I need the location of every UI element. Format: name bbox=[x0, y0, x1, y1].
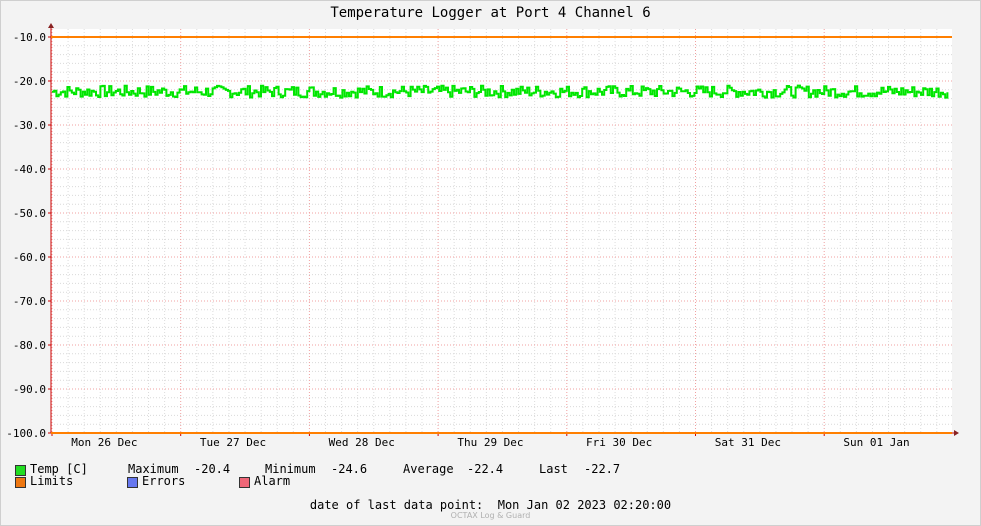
y-tick-label: -80.0 bbox=[13, 339, 46, 352]
y-tick-label: -50.0 bbox=[13, 207, 46, 220]
x-tick-label: Wed 28 Dec bbox=[329, 436, 395, 449]
average-value: -22.4 bbox=[467, 462, 504, 476]
y-tick-label: -20.0 bbox=[13, 75, 46, 88]
minimum-value: -24.6 bbox=[331, 462, 368, 476]
x-tick-label: Fri 30 Dec bbox=[586, 436, 652, 449]
x-tick-label: Sun 01 Jan bbox=[843, 436, 909, 449]
maximum-value: -20.4 bbox=[194, 462, 231, 476]
y-tick-label: -60.0 bbox=[13, 251, 46, 264]
maximum-label: Maximum bbox=[128, 462, 179, 476]
limits-legend-label: Limits bbox=[30, 474, 74, 488]
last-data-point-label: date of last data point: bbox=[309, 498, 484, 512]
x-tick-label: Mon 26 Dec bbox=[71, 436, 137, 449]
x-tick-label: Tue 27 Dec bbox=[200, 436, 266, 449]
alarm-legend-label: Alarm bbox=[254, 474, 291, 488]
alarm-legend-swatch bbox=[239, 477, 250, 488]
minimum-label: Minimum bbox=[265, 462, 316, 476]
errors-legend-swatch bbox=[127, 477, 138, 488]
y-tick-label: -40.0 bbox=[13, 163, 46, 176]
limits-legend-swatch bbox=[15, 477, 26, 488]
y-tick-label: -70.0 bbox=[13, 295, 46, 308]
y-tick-label: -10.0 bbox=[13, 31, 46, 44]
x-tick-label: Thu 29 Dec bbox=[457, 436, 523, 449]
temp-legend-label: Temp [C] bbox=[30, 462, 88, 476]
y-axis-arrow bbox=[48, 23, 54, 28]
temperature-series-line bbox=[52, 84, 949, 99]
x-tick-label: Sat 31 Dec bbox=[715, 436, 781, 449]
y-tick-label: -30.0 bbox=[13, 119, 46, 132]
last-value: -22.7 bbox=[584, 462, 621, 476]
average-label: Average bbox=[403, 462, 454, 476]
y-tick-label: -100.0 bbox=[6, 427, 46, 440]
x-axis-arrow bbox=[954, 430, 959, 436]
last-data-point-value: Mon Jan 02 2023 02:20:00 bbox=[497, 498, 672, 512]
chart-title: Temperature Logger at Port 4 Channel 6 bbox=[330, 5, 651, 21]
last-label: Last bbox=[539, 462, 568, 476]
credit-text: OCTAX Log & Guard bbox=[450, 511, 531, 520]
temp-legend-swatch bbox=[15, 465, 26, 476]
last-data-point: date of last data point: Mon Jan 02 2023… bbox=[0, 498, 981, 512]
errors-legend-label: Errors bbox=[142, 474, 186, 488]
y-tick-label: -90.0 bbox=[13, 383, 46, 396]
